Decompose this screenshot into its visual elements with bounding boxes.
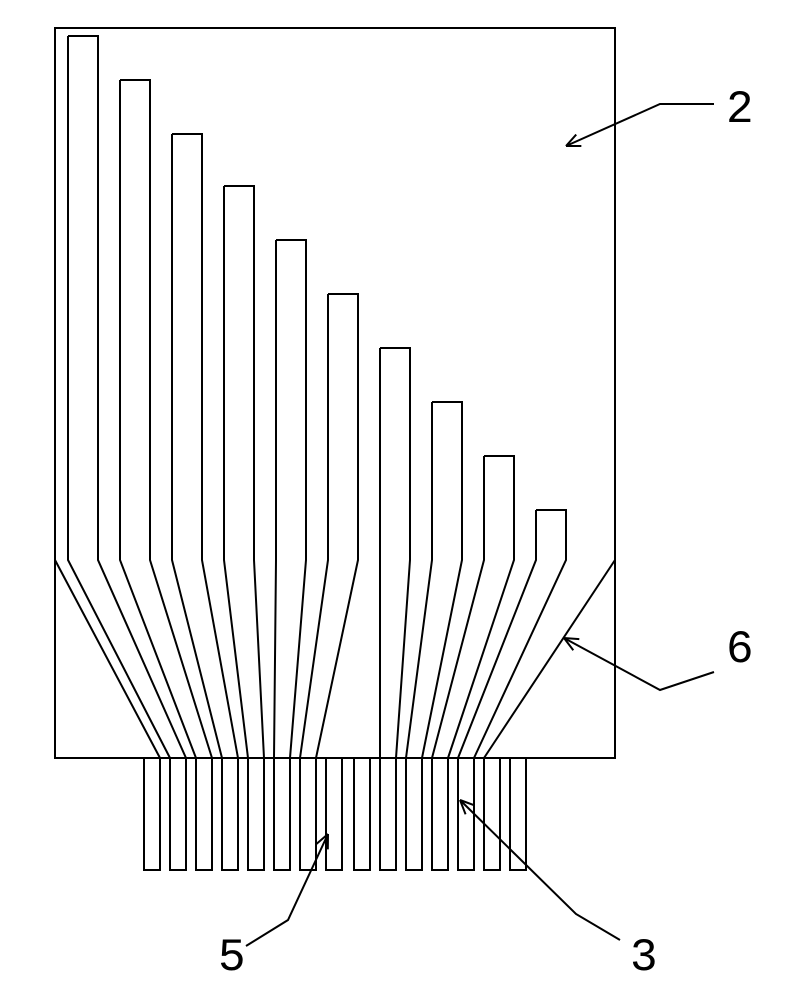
label-3: 3 <box>630 932 658 984</box>
label-6: 6 <box>726 624 754 676</box>
label-5: 5 <box>218 932 246 984</box>
label-2: 2 <box>726 84 754 136</box>
